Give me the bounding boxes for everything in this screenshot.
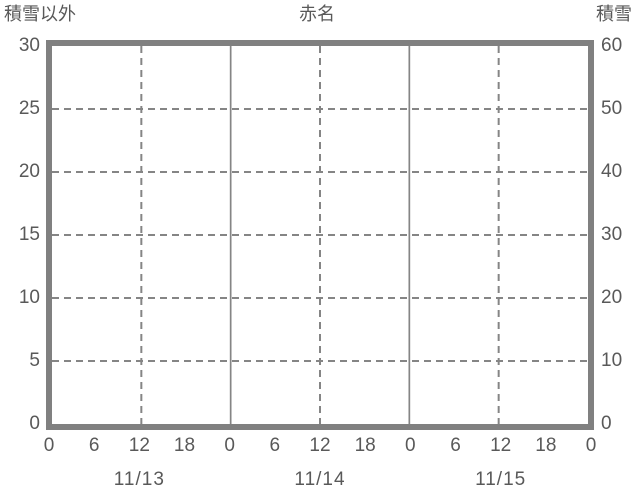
hour-tick: 0: [224, 435, 235, 456]
chart-title: 赤名: [299, 4, 335, 24]
right-axis-tick: 40: [601, 161, 623, 182]
right-axis-tick: 10: [601, 350, 623, 371]
left-axis-tick: 15: [18, 224, 40, 245]
hour-tick: 6: [450, 435, 461, 456]
right-axis-title: 積雪: [596, 4, 632, 24]
left-axis-tick: 30: [18, 35, 40, 56]
plot-area: [46, 40, 594, 430]
left-axis-tick: 0: [29, 413, 40, 434]
hour-tick: 0: [405, 435, 416, 456]
right-axis-tick: 50: [601, 98, 623, 119]
left-axis-tick: 25: [18, 98, 40, 119]
right-axis-tick: 20: [601, 287, 623, 308]
left-axis-title: 積雪以外: [4, 4, 76, 24]
hour-tick: 6: [269, 435, 281, 456]
hour-tick: 18: [535, 435, 557, 456]
left-axis-tick: 20: [18, 161, 40, 182]
hour-tick: 6: [88, 435, 100, 456]
hour-tick: 12: [490, 435, 512, 456]
hour-tick: 0: [585, 435, 597, 456]
day-label: 11/15: [475, 469, 527, 490]
right-axis-tick: 60: [601, 35, 623, 56]
right-axis-tick: 0: [601, 413, 612, 434]
hour-tick: 12: [309, 435, 331, 456]
day-label: 11/14: [294, 469, 346, 490]
gridlines: [52, 46, 588, 424]
right-axis-tick: 30: [601, 224, 623, 245]
left-axis-tick: 5: [29, 350, 40, 371]
left-axis-tick: 10: [18, 287, 40, 308]
day-label: 11/13: [113, 469, 165, 490]
hour-tick: 12: [128, 435, 150, 456]
hour-tick: 18: [173, 435, 196, 456]
hour-tick: 18: [354, 435, 376, 456]
hour-tick: 0: [43, 435, 55, 456]
